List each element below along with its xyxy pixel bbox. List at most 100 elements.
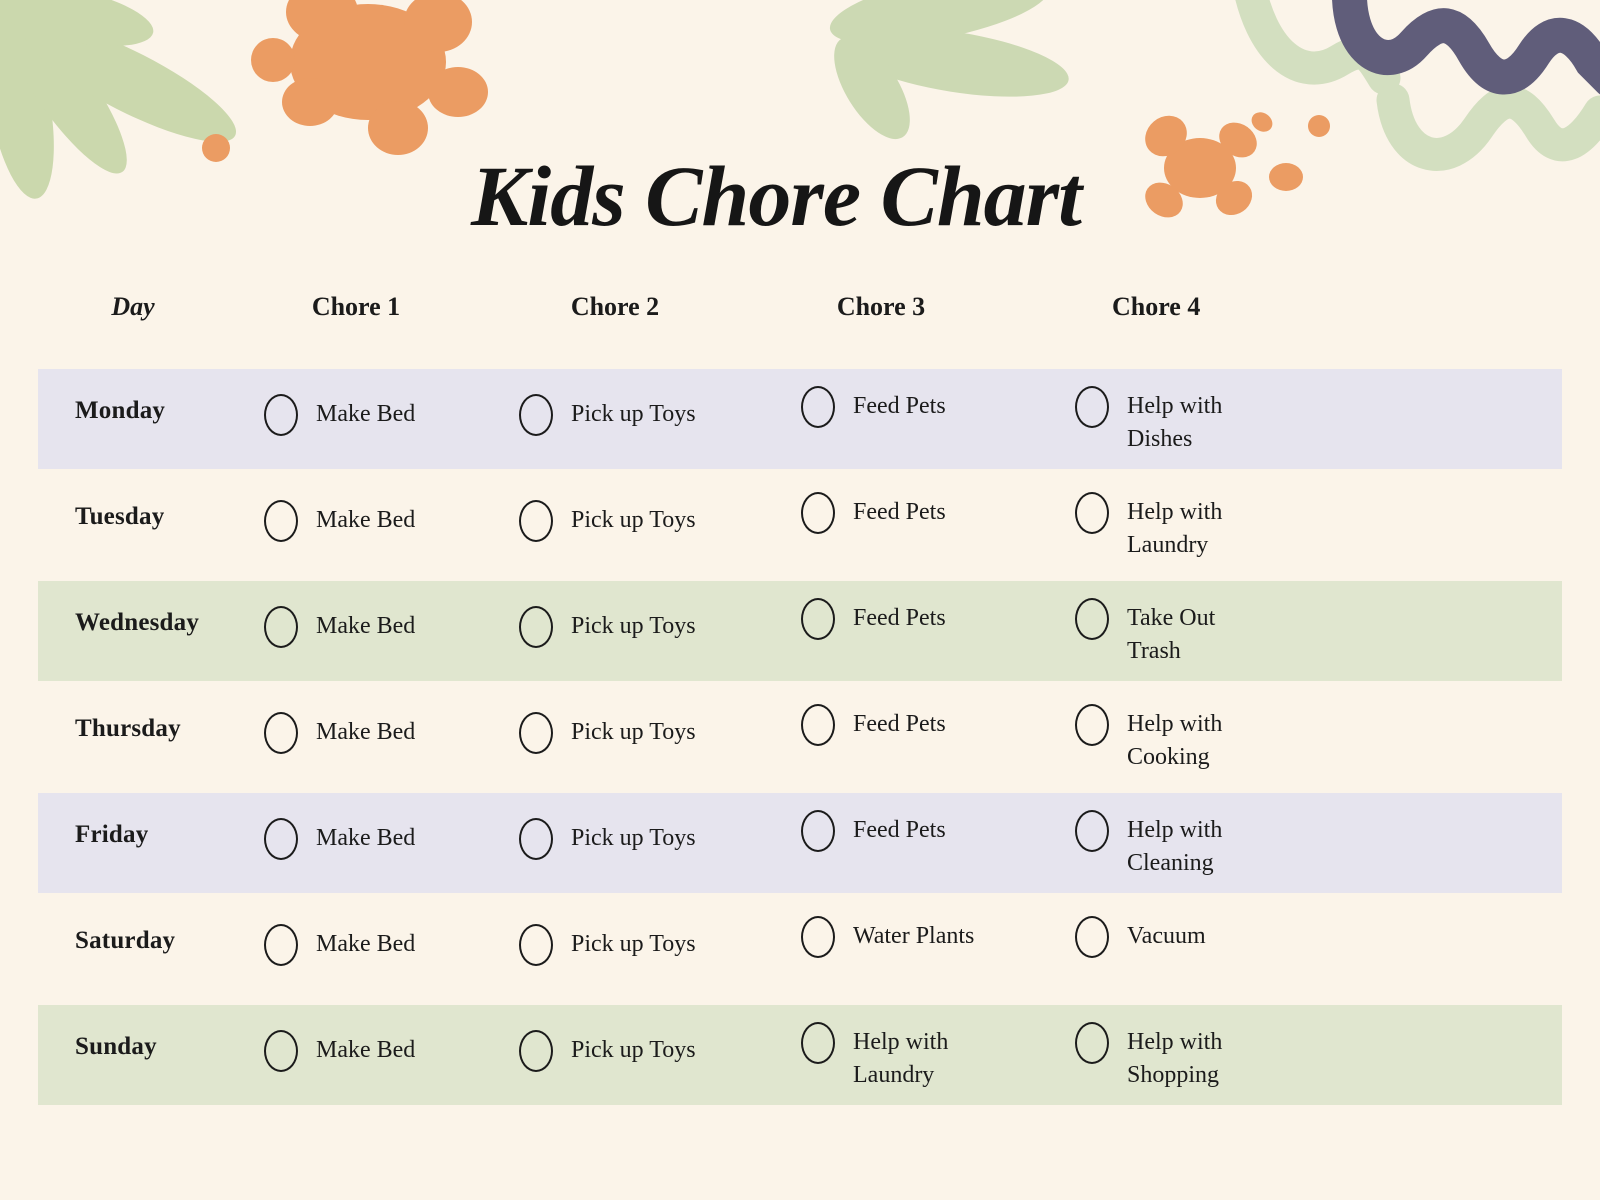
chore-cell: Make Bed [228,687,484,754]
checkbox-circle-icon[interactable] [1075,916,1109,958]
chore-label: Make Bed [316,613,416,639]
table-row-sunday: Sunday Make Bed Pick up Toys Help with L… [38,1005,1562,1105]
chore-label: Make Bed [316,825,416,851]
checkbox-circle-icon[interactable] [1075,810,1109,852]
chore-cell: Vacuum [1016,899,1562,958]
checkbox-circle-icon[interactable] [801,704,835,746]
checkbox-circle-icon[interactable] [1075,598,1109,640]
table-row-monday: Monday Make Bed Pick up Toys Feed Pets H… [38,369,1562,469]
checkbox-circle-icon[interactable] [519,924,553,966]
chore-cell: Make Bed [228,581,484,648]
checkbox-circle-icon[interactable] [519,606,553,648]
checkbox-circle-icon[interactable] [264,606,298,648]
chore-cell: Make Bed [228,369,484,436]
chore-label: Feed Pets [853,393,946,419]
chore-cell: Help with Dishes [1016,369,1562,456]
day-label: Tuesday [75,503,165,530]
chore-label: Take Out Trash [1127,605,1216,664]
checkbox-circle-icon[interactable] [264,712,298,754]
chore-label: Feed Pets [853,817,946,843]
checkbox-circle-icon[interactable] [519,500,553,542]
checkbox-circle-icon[interactable] [801,810,835,852]
checkbox-circle-icon[interactable] [801,492,835,534]
squiggle-slate-icon [1332,0,1600,95]
leaf-top-center-icon [829,0,1069,140]
day-label: Thursday [75,715,181,742]
checkbox-circle-icon[interactable] [519,394,553,436]
chore-label: Pick up Toys [571,401,696,427]
chore-cell: Feed Pets [746,475,1016,534]
day-label: Wednesday [75,609,200,636]
day-label: Saturday [75,927,176,954]
chore-label: Feed Pets [853,711,946,737]
checkbox-circle-icon[interactable] [801,916,835,958]
checkbox-circle-icon[interactable] [519,712,553,754]
checkbox-circle-icon[interactable] [264,1030,298,1072]
checkbox-circle-icon[interactable] [264,394,298,436]
chore-label: Help with Shopping [1127,1029,1223,1088]
checkbox-circle-icon[interactable] [1075,704,1109,746]
chore-cell: Take Out Trash [1016,581,1562,668]
chore-label: Pick up Toys [571,825,696,851]
chore-label: Make Bed [316,719,416,745]
chore-cell: Make Bed [228,475,484,542]
checkbox-circle-icon[interactable] [1075,1022,1109,1064]
checkbox-circle-icon[interactable] [519,1030,553,1072]
chore-cell: Pick up Toys [484,369,746,436]
checkbox-circle-icon[interactable] [1075,492,1109,534]
leaf-top-left-icon [0,0,237,199]
chore-label: Pick up Toys [571,719,696,745]
chore-label: Help with Cooking [1127,711,1223,770]
chore-cell: Pick up Toys [484,1005,746,1072]
checkbox-circle-icon[interactable] [519,818,553,860]
chore-cell: Make Bed [228,1005,484,1072]
day-label: Sunday [75,1033,157,1060]
chore-cell: Pick up Toys [484,793,746,860]
checkbox-circle-icon[interactable] [264,924,298,966]
column-header-day: Day [111,292,155,321]
chore-label: Pick up Toys [571,1037,696,1063]
checkbox-circle-icon[interactable] [1075,386,1109,428]
checkbox-circle-icon[interactable] [801,386,835,428]
chore-cell: Make Bed [228,793,484,860]
column-header-chore-1: Chore 1 [311,292,401,321]
day-label: Monday [75,397,166,424]
chore-label: Water Plants [853,923,975,949]
chore-cell: Help with Laundry [1016,475,1562,562]
page-title: Kids Chore Chart [470,148,1082,244]
column-header-chore-2: Chore 2 [570,292,660,321]
checkbox-circle-icon[interactable] [264,500,298,542]
chore-cell: Pick up Toys [484,475,746,542]
chore-cell: Help with Laundry [746,1005,1016,1092]
chore-cell: Help with Shopping [1016,1005,1562,1092]
column-header-chore-4: Chore 4 [1112,292,1201,321]
checkbox-circle-icon[interactable] [264,818,298,860]
chore-cell: Pick up Toys [484,687,746,754]
chore-cell: Make Bed [228,899,484,966]
chore-cell: Feed Pets [746,687,1016,746]
chore-label: Help with Laundry [1127,499,1223,558]
chore-label: Make Bed [316,931,416,957]
chore-label: Make Bed [316,1037,416,1063]
day-label: Friday [75,821,149,848]
chore-cell: Pick up Toys [484,581,746,648]
table-row-saturday: Saturday Make Bed Pick up Toys Water Pla… [38,899,1562,999]
chore-label: Pick up Toys [571,613,696,639]
checkbox-circle-icon[interactable] [801,598,835,640]
table-row-tuesday: Tuesday Make Bed Pick up Toys Feed Pets … [38,475,1562,575]
chore-cell: Water Plants [746,899,1016,958]
chore-table: Day Chore 1 Chore 2 Chore 3 Chore 4 Mond… [38,282,1562,1111]
chore-label: Make Bed [316,507,416,533]
chore-label: Help with Dishes [1127,393,1223,452]
checkbox-circle-icon[interactable] [801,1022,835,1064]
paint-splat-small-icon [1145,112,1330,218]
chore-label: Feed Pets [853,605,946,631]
chore-label: Feed Pets [853,499,946,525]
chore-label: Make Bed [316,401,416,427]
chore-cell: Help with Cooking [1016,687,1562,774]
chore-label: Vacuum [1127,923,1206,949]
table-row-friday: Friday Make Bed Pick up Toys Feed Pets H… [38,793,1562,893]
table-row-thursday: Thursday Make Bed Pick up Toys Feed Pets… [38,687,1562,787]
